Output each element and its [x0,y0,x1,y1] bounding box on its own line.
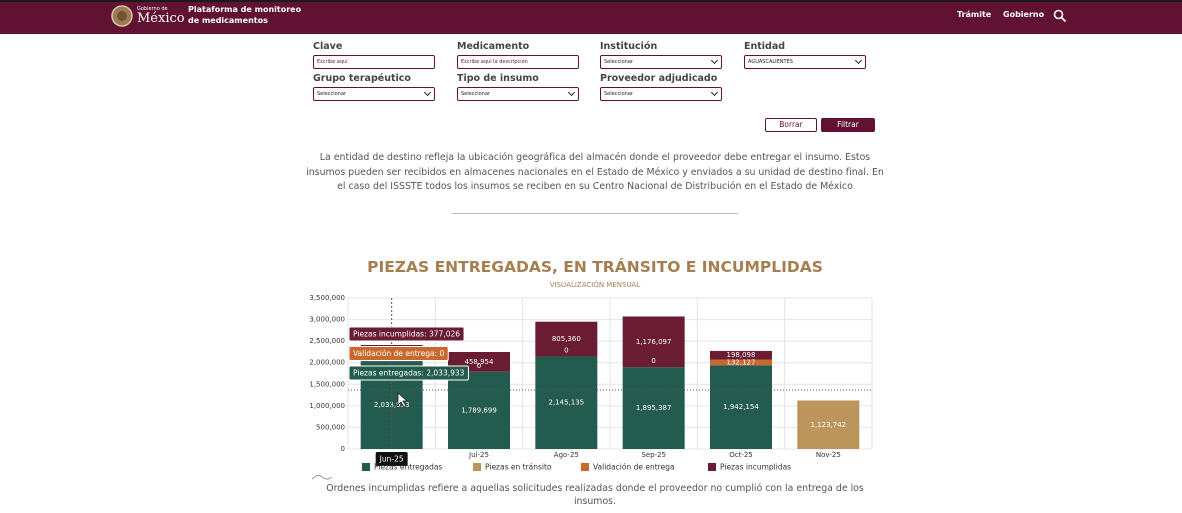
filter-button[interactable]: Filtrar [821,118,875,132]
filter-label: Clave [313,41,343,52]
data-label: 458,954 [465,358,494,366]
y-tick-label: 2,500,000 [309,337,345,345]
select-input[interactable]: Seleccionar [600,55,722,69]
x-tick-label: Sep-25 [641,451,666,459]
cursor [397,392,409,408]
chevron [710,56,719,65]
select-input[interactable]: Seleccionar [600,87,722,101]
header-bar [0,0,1182,34]
nav-link[interactable]: Trámite [957,10,992,19]
footnote: Ordenes incumplidas refiere a aquellas s… [326,483,864,507]
legend-swatch [362,463,370,471]
logo-emblem [111,5,133,27]
tooltip-category: Jun-25 [379,455,404,464]
tooltip-category-box [375,452,408,466]
y-tick-label: 1,000,000 [309,402,345,410]
legend-label: Piezas incumplidas [720,463,791,472]
description: La entidad de destino refleja la ubicaci… [306,152,884,192]
data-label: 1,123,742 [811,421,847,429]
x-tick-label: Oct-25 [729,451,753,459]
legend-swatch [473,463,481,471]
filter-label: Institución [600,41,658,52]
site-title: Plataforma de monitoreo [188,5,302,14]
bar-segment [710,365,772,449]
bar-segment [622,316,685,368]
data-label: 0 [651,357,655,365]
data-label: 0 [477,362,481,370]
filter-label: Medicamento [457,41,530,52]
bar-segment [535,356,598,449]
x-tick-label: Jul-25 [468,451,489,459]
y-tick-label: 3,500,000 [309,294,345,302]
nav-link[interactable]: Gobierno [1003,10,1045,19]
tooltip-item: Validación de entrega: 0 [348,346,449,361]
data-label: 132,127 [727,358,756,366]
site-title: de medicamentos [188,16,268,25]
y-tick-label: 500,000 [316,423,345,431]
filter-label: Proveedor adjudicado [600,73,718,84]
tooltip-item: Piezas incumplidas: 377,026 [348,326,465,342]
y-tick-label: 2,000,000 [309,359,345,367]
text-input[interactable]: Escribe aquí la descripción [457,55,579,69]
legend-swatch [581,463,589,471]
select-input[interactable]: AGUASCALIENTES [744,55,866,69]
chevron [710,88,719,97]
data-label: 1,895,387 [636,404,672,412]
tooltip-item: Piezas entregadas: 2,033,933 [348,365,469,381]
y-tick-label: 1,500,000 [309,380,345,388]
data-label: 1,789,699 [461,406,497,414]
legend-label: Piezas entregadas [374,463,442,472]
tooltip-text: Validación de entrega: 0 [353,349,444,358]
data-label: 1,176,097 [636,338,672,346]
data-label: 2,145,135 [549,399,585,407]
chart: PIEZAS ENTREGADAS, EN TRÁNSITO E INCUMPL… [309,257,873,480]
bar-segment [448,371,510,449]
tooltip-box [348,365,469,381]
chevron [854,56,863,65]
chevron [567,88,576,97]
legend-label: Validación de entrega [593,463,675,472]
divider [452,213,738,214]
data-label: 805,360 [552,335,581,343]
tooltip-text: Piezas entregadas: 2,033,933 [353,369,465,378]
x-tick-label: Nov-25 [816,451,841,459]
legend-swatch [708,463,716,471]
text-input[interactable]: Escribe aquí [313,55,435,69]
data-label: 1,942,154 [723,403,759,411]
logo-small: Gobierno de [137,6,168,12]
bar-segment [710,350,772,360]
filter-label: Tipo de insumo [457,73,539,84]
select-input[interactable]: Seleccionar [313,87,435,101]
chart-subtitle: VISUALIZACIÓN MENSUAL [550,280,641,289]
legend-label: Piezas en tránsito [485,463,552,472]
data-label: 198,098 [727,351,756,359]
clear-button[interactable]: Borrar [765,118,817,132]
data-label: 0 [826,391,830,399]
filter-label: Grupo terapéutico [313,73,411,84]
logo-big: México [137,11,185,26]
data-label: 0 [564,346,568,354]
x-tick-label: Ago-25 [554,451,579,459]
search-icon[interactable] [1053,9,1067,23]
y-tick-label: 0 [341,445,345,453]
tooltip-text: Piezas incumplidas: 377,026 [353,330,460,339]
select-input[interactable]: Seleccionar [457,87,579,101]
bar-segment [622,367,685,449]
bar-segment [797,400,860,449]
y-tick-label: 3,000,000 [309,316,345,324]
tooltip-box [348,346,449,361]
bar-segment [710,359,772,366]
bar-segment [535,321,598,357]
chart-icon [311,474,333,480]
tooltip-box [348,326,465,342]
data-label: 2,033,933 [374,401,410,409]
chevron [423,88,432,97]
chart-title: PIEZAS ENTREGADAS, EN TRÁNSITO E INCUMPL… [367,257,823,276]
filter-label: Entidad [744,41,786,52]
